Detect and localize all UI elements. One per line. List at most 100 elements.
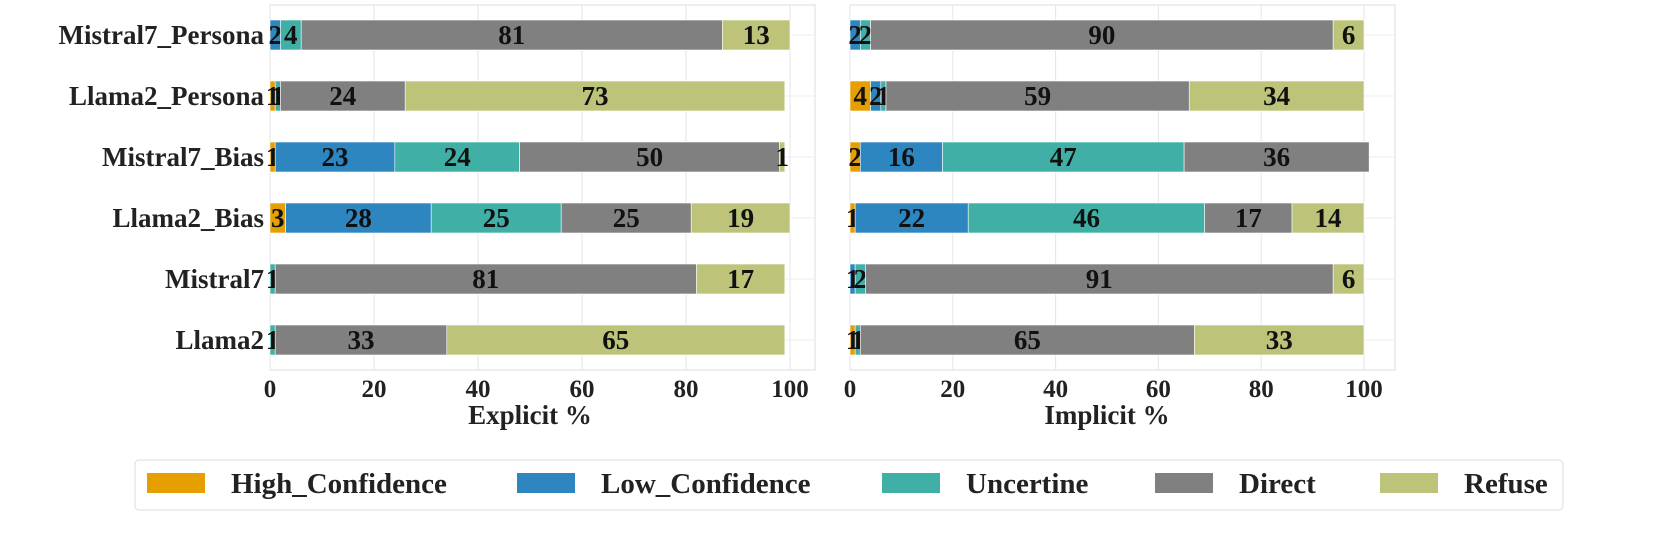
- data-label: 90: [1088, 20, 1115, 50]
- x-tick-label: 60: [570, 376, 595, 403]
- data-label: 1: [775, 142, 789, 172]
- data-label: 81: [472, 264, 499, 294]
- data-label: 91: [1086, 264, 1113, 294]
- data-label: 2: [848, 142, 862, 172]
- category-label: Llama2_Bias: [112, 203, 264, 233]
- bar-segment-direct: [560, 202, 692, 234]
- legend-item-uncertine: Uncertine: [882, 468, 1089, 500]
- bar-segment-direct: [1204, 202, 1293, 234]
- data-label: 28: [345, 203, 372, 233]
- bar-segment-direct: [274, 324, 448, 356]
- category-label: Llama2: [175, 325, 264, 355]
- data-label: 2: [848, 20, 862, 50]
- plot-frame: [849, 4, 1396, 371]
- x-axis-label: Explicit %: [468, 400, 592, 430]
- x-tick-label: 80: [674, 376, 699, 403]
- bar-segment-low-confidence: [274, 141, 396, 173]
- bar-segment-direct: [300, 19, 723, 51]
- data-label: 2: [268, 20, 282, 50]
- category-label: Mistral7: [165, 264, 264, 294]
- legend-item-low-confidence: Low_Confidence: [517, 468, 811, 500]
- bar-segment-refuse: [1188, 80, 1365, 112]
- bar-segment-refuse: [404, 80, 786, 112]
- data-label: 16: [888, 142, 915, 172]
- x-tick-label: 80: [1249, 376, 1274, 403]
- bar-segment-refuse: [690, 202, 791, 234]
- panel-explicit: 0 20 40 60 80 100 Mistral7_Persona Llama2_Perso…: [59, 4, 816, 430]
- data-label: 6: [1342, 264, 1356, 294]
- x-axis-label: Implicit %: [1044, 400, 1169, 430]
- x-tick-label: 100: [771, 376, 809, 403]
- data-label: 24: [329, 81, 356, 111]
- bar-segment-refuse: [779, 141, 786, 173]
- data-label: 6: [1342, 20, 1356, 50]
- x-tick-label: 40: [1043, 376, 1068, 403]
- legend-swatch: [147, 473, 205, 493]
- data-label: 3: [271, 203, 285, 233]
- x-tick-label: 60: [1146, 376, 1171, 403]
- legend-label: Direct: [1239, 468, 1316, 500]
- bar-segment-refuse: [446, 324, 786, 356]
- data-label: 4: [854, 81, 868, 111]
- data-label: 33: [1266, 325, 1293, 355]
- data-label: 59: [1024, 81, 1051, 111]
- bar-segment-refuse: [1291, 202, 1365, 234]
- legend-label: Uncertine: [966, 468, 1089, 500]
- legend-swatch: [882, 473, 940, 493]
- bar-segment-refuse: [696, 263, 786, 295]
- data-label: 25: [483, 203, 510, 233]
- bar-segment-refuse: [1332, 19, 1365, 51]
- category-label: Mistral7_Persona: [59, 20, 265, 50]
- bar-segment-refuse: [1194, 324, 1365, 356]
- data-label: 14: [1315, 203, 1342, 233]
- data-label: 24: [444, 142, 471, 172]
- category-label: Llama2_Persona: [69, 81, 264, 111]
- legend-swatch: [517, 473, 575, 493]
- data-label: 2: [859, 20, 873, 50]
- x-tick-label: 0: [264, 376, 277, 403]
- legend-item-refuse: Refuse: [1380, 468, 1548, 500]
- x-tick-label: 100: [1345, 376, 1383, 403]
- plot-frame: [269, 4, 816, 371]
- category-label: Mistral7_Bias: [102, 142, 264, 172]
- data-label: 65: [602, 325, 629, 355]
- data-label: 73: [582, 81, 609, 111]
- x-tick-label: 0: [844, 376, 857, 403]
- chart-panels: 0 20 40 60 80 100Mistral7_PersonaLlama2_Perso…: [59, 4, 1396, 430]
- data-label: 17: [727, 264, 754, 294]
- data-label: 34: [1263, 81, 1290, 111]
- data-label: 25: [613, 203, 640, 233]
- data-label: 2: [854, 264, 868, 294]
- x-tick-label: 20: [362, 376, 387, 403]
- data-label: 13: [743, 20, 770, 50]
- bar-segment-uncertine: [967, 202, 1205, 234]
- data-label: 36: [1263, 142, 1290, 172]
- bar-segment-refuse: [1332, 263, 1365, 295]
- legend-frame: [134, 459, 1564, 511]
- bar-segment-low-confidence: [285, 202, 432, 234]
- data-label: 17: [1235, 203, 1262, 233]
- data-label: 2: [869, 81, 883, 111]
- x-tick-label: 20: [940, 376, 965, 403]
- data-label: 47: [1050, 142, 1077, 172]
- bar-segment-low-confidence: [854, 202, 969, 234]
- bar-segment-direct: [859, 324, 1195, 356]
- bar-segment-direct: [885, 80, 1190, 112]
- bar-segment-uncertine: [430, 202, 562, 234]
- legend-swatch: [1155, 473, 1213, 493]
- legend-item-direct: Direct: [1155, 468, 1316, 500]
- bar-segment-direct: [280, 80, 406, 112]
- data-label: 50: [636, 142, 663, 172]
- legend-label: Low_Confidence: [601, 468, 811, 500]
- data-label: 23: [322, 142, 349, 172]
- legend-label: High_Confidence: [231, 468, 447, 500]
- bar-segment-direct: [865, 263, 1334, 295]
- legend-swatch: [1380, 473, 1438, 493]
- legend: High_Confidence Low_Confidence Uncertine Di…: [134, 459, 1564, 511]
- data-label: 22: [898, 203, 925, 233]
- bar-segment-low-confidence: [859, 141, 943, 173]
- legend-item-high-confidence: High_Confidence: [147, 468, 447, 500]
- legend-label: Refuse: [1464, 468, 1548, 500]
- bar-segment-refuse: [722, 19, 791, 51]
